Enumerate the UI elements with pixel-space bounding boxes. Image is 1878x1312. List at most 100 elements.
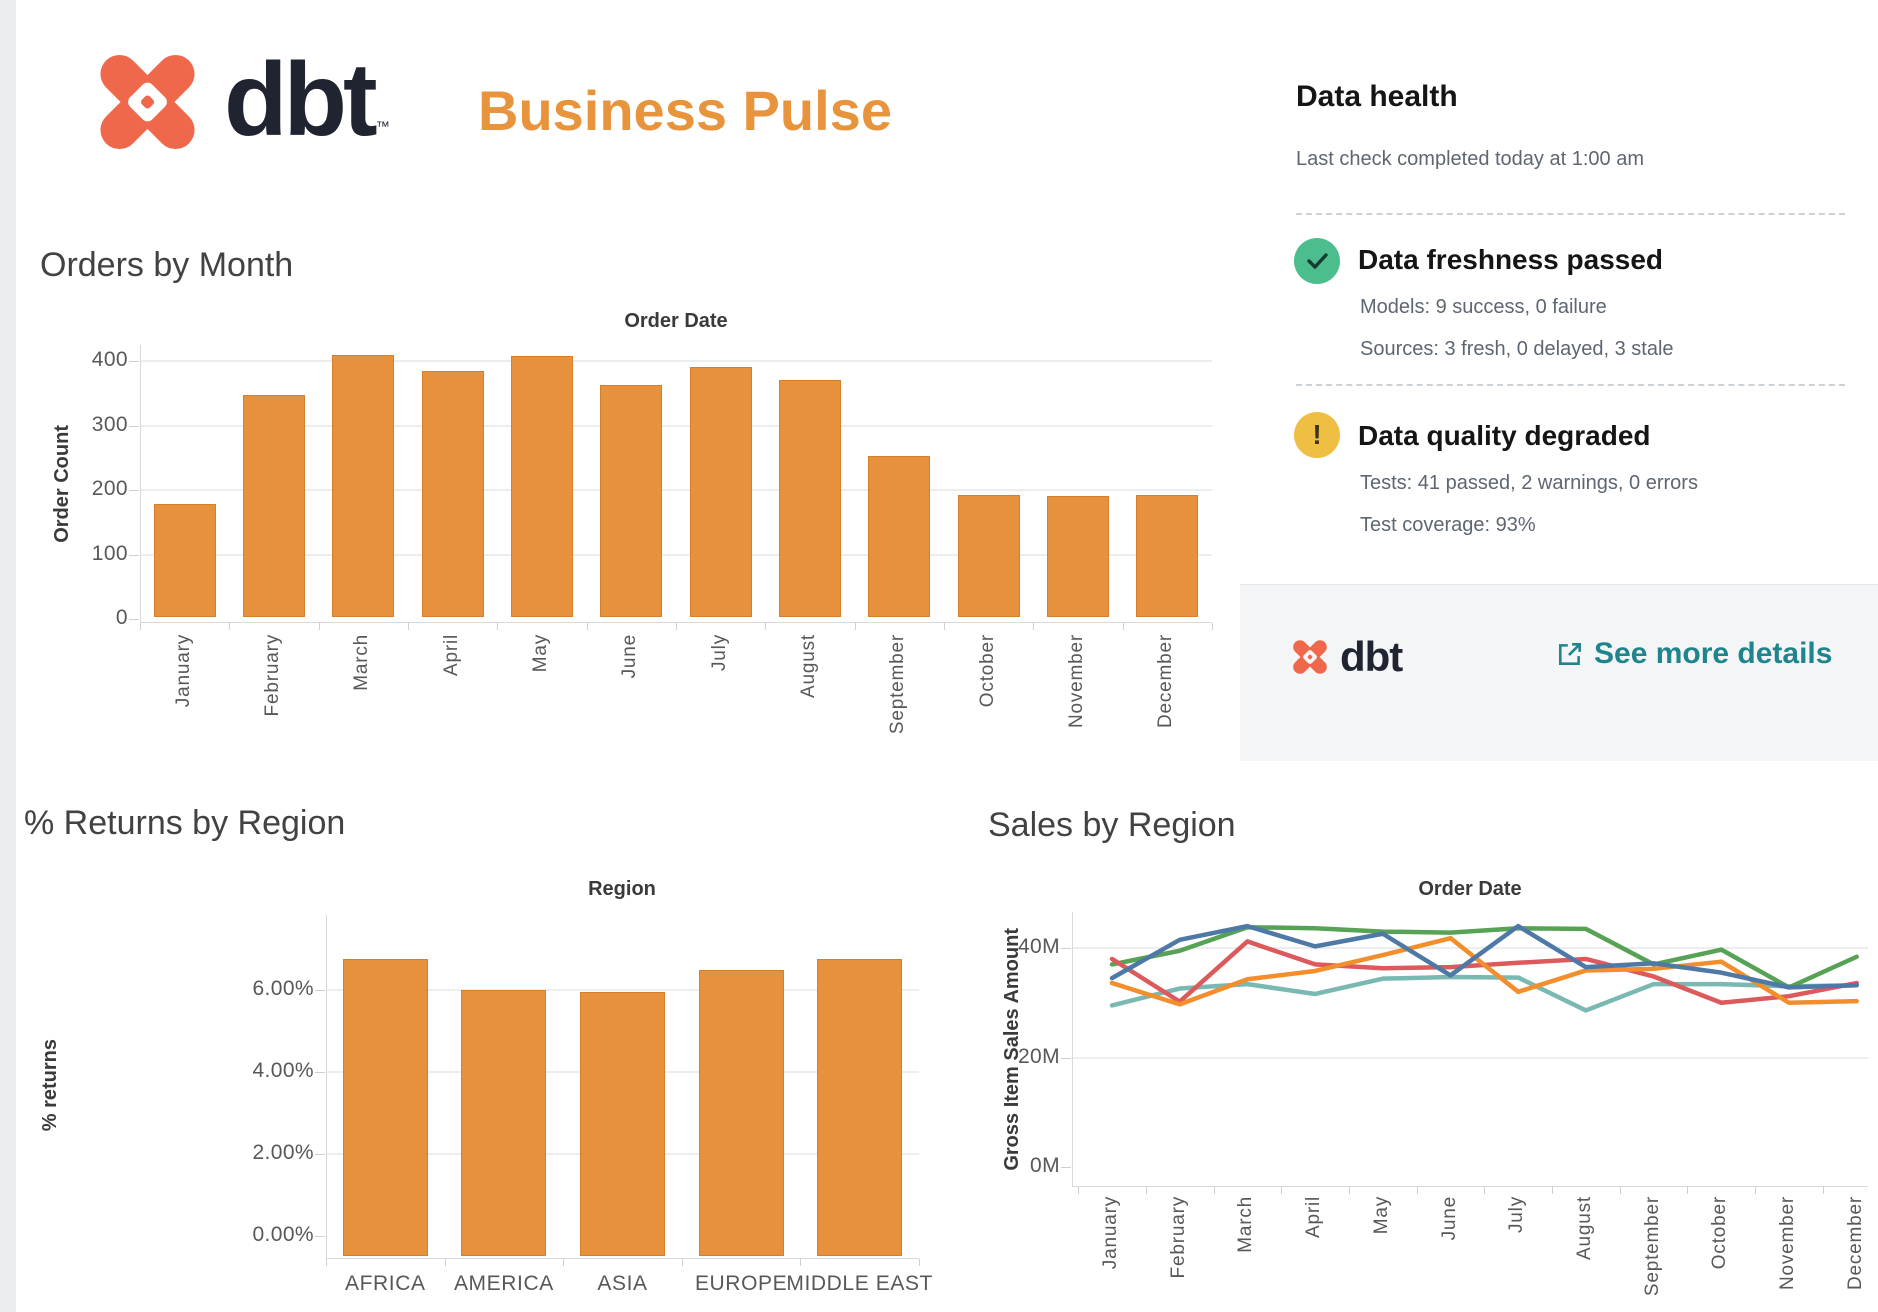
x-category-label: March [1235, 1196, 1257, 1253]
bar-middle-east[interactable] [817, 959, 903, 1256]
x-category-label: August [1573, 1196, 1595, 1260]
dbt-footer-logo-icon [1293, 640, 1327, 674]
y-tick-mark [129, 425, 139, 427]
y-tick-mark [129, 490, 139, 491]
x-tick-mark [681, 1259, 683, 1266]
dbt-logo: dbt ™ [85, 46, 390, 158]
series-orange-line[interactable] [1109, 935, 1859, 1007]
x-tick-mark [1078, 1187, 1080, 1194]
y-tick-label: 0.00% [252, 1223, 314, 1246]
bar-asia[interactable] [580, 992, 665, 1256]
bar-october[interactable] [957, 495, 1020, 617]
sales-lines [1109, 923, 1859, 1013]
x-tick-mark [1552, 1187, 1554, 1194]
freshness-status: Data freshness passed [1358, 244, 1664, 275]
gridline [140, 489, 1212, 491]
y-tick-label: 2.00% [252, 1141, 314, 1164]
bar-august[interactable] [779, 379, 841, 617]
dbt-footer-logo: dbt [1288, 633, 1403, 681]
bar-december[interactable] [1136, 495, 1199, 617]
x-tick-mark [919, 1259, 920, 1266]
x-tick-mark [1822, 1187, 1824, 1194]
x-category-label: August [798, 634, 819, 698]
gridline [1072, 947, 1868, 949]
x-tick-mark [563, 1259, 565, 1266]
x-tick-mark [1212, 623, 1213, 630]
x-tick-mark [1416, 1187, 1418, 1194]
x-category-label: February [262, 634, 283, 717]
quality-tests: Tests: 41 passed, 2 warnings, 0 errors [1360, 472, 1698, 494]
sales-x-axis-title: Order Date [1418, 878, 1522, 900]
y-tick-mark [315, 1072, 325, 1073]
x-category-label: AFRICA [344, 1272, 426, 1295]
x-category-label: AMERICA [453, 1272, 554, 1295]
quality-coverage: Test coverage: 93% [1360, 514, 1536, 536]
x-tick-mark [318, 623, 320, 630]
bar-january[interactable] [153, 504, 216, 617]
orders-chart-title: Orders by Month [40, 246, 294, 284]
series-green-line[interactable] [1109, 924, 1859, 990]
x-tick-mark [1145, 1187, 1147, 1194]
divider [1296, 213, 1845, 215]
trademark: ™ [375, 118, 390, 134]
gridline [326, 989, 919, 991]
y-tick-label: 100 [91, 541, 128, 565]
x-category-label: April [1303, 1196, 1325, 1239]
x-category-label: December [1155, 634, 1177, 729]
bar-september[interactable] [868, 455, 931, 617]
x-category-label: June [1438, 1196, 1460, 1241]
x-tick-mark [765, 623, 767, 630]
bar-november[interactable] [1047, 495, 1109, 617]
x-tick-mark [1281, 1187, 1283, 1194]
x-tick-mark [140, 623, 141, 630]
x-category-label: October [976, 634, 998, 708]
divider [1296, 384, 1845, 386]
bar-april[interactable] [421, 371, 484, 617]
x-category-label: October [1709, 1196, 1731, 1270]
y-tick-mark [1061, 948, 1071, 949]
x-category-label: February [1167, 1196, 1189, 1279]
x-tick-mark [1033, 623, 1035, 630]
bar-africa[interactable] [342, 959, 428, 1256]
y-tick-mark [129, 361, 139, 362]
page-title: Business Pulse [478, 79, 892, 142]
x-tick-mark [854, 623, 856, 630]
x-category-label: ASIA [597, 1272, 648, 1295]
x-tick-mark [444, 1259, 446, 1266]
series-blue-line[interactable] [1109, 923, 1859, 990]
bar-june[interactable] [600, 384, 663, 617]
dbt-logo-icon [100, 54, 195, 150]
y-tick-label: 0 [115, 606, 128, 629]
x-category-label: January [172, 634, 194, 708]
bar-europe[interactable] [698, 969, 784, 1256]
x-tick-mark [1755, 1187, 1757, 1194]
returns-y-axis-title: % returns [38, 1039, 61, 1132]
x-tick-mark [408, 623, 409, 630]
bar-may[interactable] [511, 356, 573, 617]
x-tick-mark [1213, 1187, 1215, 1194]
x-category-label: September [1641, 1196, 1663, 1297]
bar-march[interactable] [332, 354, 395, 617]
returns-chart-title: % Returns by Region [24, 804, 346, 842]
x-category-label: December [1844, 1196, 1866, 1291]
x-category-label: November [1066, 634, 1087, 729]
bar-february[interactable] [243, 394, 305, 617]
x-category-label: May [1370, 1196, 1392, 1235]
x-category-label: September [887, 634, 909, 735]
bar-july[interactable] [689, 366, 752, 617]
see-more-details-link[interactable]: See more details [1556, 637, 1832, 671]
y-axis-line [326, 915, 327, 1258]
y-tick-mark [315, 1154, 325, 1155]
y-tick-label: 40M [1017, 935, 1060, 958]
x-axis-line [140, 622, 1212, 623]
gridline [140, 553, 1212, 556]
bar-america[interactable] [461, 990, 547, 1256]
data-health-footer: dbt See more details [1240, 584, 1878, 761]
orders-x-axis-title: Order Date [624, 310, 728, 332]
y-tick-label: 400 [91, 348, 128, 371]
y-tick-label: 0M [1030, 1154, 1060, 1177]
series-teal-line[interactable] [1109, 974, 1859, 1013]
y-tick-label: 20M [1017, 1044, 1060, 1068]
sales-chart-title: Sales by Region [988, 806, 1236, 844]
page-background-strip [0, 0, 16, 1312]
